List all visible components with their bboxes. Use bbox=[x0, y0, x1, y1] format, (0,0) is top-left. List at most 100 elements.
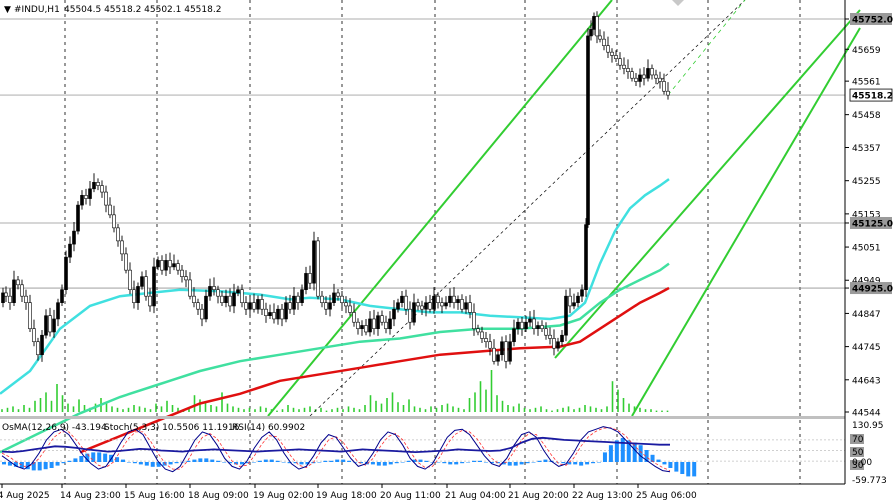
osma-bar bbox=[132, 462, 137, 464]
osma-bar bbox=[198, 458, 203, 462]
channel-midline[interactable] bbox=[309, 0, 746, 417]
candle-body bbox=[40, 334, 44, 356]
candle-body bbox=[216, 289, 220, 297]
osma-bar bbox=[73, 458, 78, 462]
osma-bar bbox=[537, 460, 542, 462]
osma-bar bbox=[430, 462, 435, 463]
candle-body bbox=[56, 302, 60, 320]
candle-body bbox=[152, 266, 156, 307]
candle-body bbox=[388, 318, 392, 330]
symbol-dropdown-arrow[interactable]: ▼ bbox=[4, 5, 11, 15]
osma-bar bbox=[585, 462, 590, 465]
osma-bar bbox=[460, 462, 465, 464]
candle-body bbox=[124, 253, 128, 271]
candle-body bbox=[372, 318, 376, 330]
rsi-line bbox=[1, 436, 670, 454]
candle-body bbox=[332, 292, 336, 303]
indicator-tick-label: 70 bbox=[852, 435, 864, 445]
price-pane[interactable] bbox=[0, 0, 861, 484]
osma-bar bbox=[228, 462, 233, 464]
indicator-pane[interactable] bbox=[0, 426, 845, 477]
candle-body bbox=[320, 295, 324, 303]
pane-separator[interactable] bbox=[0, 416, 845, 419]
osma-bar bbox=[2, 462, 6, 465]
osma-bar bbox=[234, 462, 239, 465]
osma-bar bbox=[186, 460, 191, 462]
candle-body bbox=[256, 299, 260, 310]
price-level-box bbox=[850, 282, 892, 295]
candle-body bbox=[244, 302, 248, 310]
time-tick-label: 25 Aug 06:00 bbox=[636, 491, 697, 501]
price-axis[interactable]: 45752.0 45659 45561 45458 45357 45255 45153451… bbox=[845, 13, 893, 419]
candle-body bbox=[300, 289, 304, 303]
osma-bar bbox=[448, 462, 453, 465]
volume-histogram bbox=[1, 370, 669, 412]
candle-body bbox=[80, 195, 84, 206]
time-tick-label: 14 Aug 23:00 bbox=[60, 491, 121, 501]
candle-body bbox=[492, 347, 496, 362]
candle-body bbox=[288, 302, 292, 310]
price-tick-label: 45659 bbox=[852, 46, 881, 56]
osma-bar bbox=[103, 453, 108, 462]
price-tick-label: 45752.0 bbox=[852, 16, 893, 26]
candlestick-series bbox=[1, 11, 670, 369]
candle-body bbox=[552, 338, 556, 349]
candle-body bbox=[536, 325, 540, 330]
time-tick-label: 15 Aug 16:00 bbox=[124, 491, 185, 501]
osma-bar bbox=[150, 462, 155, 467]
osma-bar bbox=[472, 460, 477, 462]
osma-bar bbox=[531, 462, 536, 463]
current-price-label: 45518.2 bbox=[852, 92, 893, 102]
price-tick-label: 45458 bbox=[852, 111, 881, 121]
indicator-axis[interactable]: 130.95 70 50 300.00 -59.773 bbox=[850, 421, 887, 486]
candle-body bbox=[424, 302, 428, 310]
time-tick-label: 14 Aug 2025 bbox=[0, 491, 50, 501]
osma-histogram bbox=[2, 438, 697, 477]
chart-shift-marker-icon[interactable] bbox=[672, 0, 684, 6]
osma-bar bbox=[204, 458, 209, 462]
candle-body bbox=[520, 321, 524, 330]
osma-bar bbox=[7, 462, 12, 466]
time-tick-label: 19 Aug 02:00 bbox=[253, 491, 314, 501]
osma-bar bbox=[424, 460, 429, 462]
osma-bar bbox=[412, 459, 417, 462]
osma-bar bbox=[305, 462, 310, 465]
candle-body bbox=[452, 295, 456, 303]
candle-body bbox=[412, 302, 416, 323]
candle-body bbox=[12, 279, 16, 303]
candle-body bbox=[556, 341, 560, 349]
candle-body bbox=[340, 295, 344, 303]
candle-body bbox=[658, 77, 662, 82]
candle-body bbox=[642, 74, 646, 79]
candle-body bbox=[236, 289, 240, 294]
candle-body bbox=[232, 292, 236, 307]
candle-body bbox=[404, 295, 408, 310]
osma-bar bbox=[192, 459, 197, 462]
price-tick-label: 44745 bbox=[852, 343, 881, 353]
candle-body bbox=[328, 302, 332, 310]
candle-body bbox=[532, 318, 536, 330]
candle-body bbox=[144, 276, 148, 297]
osma-bar bbox=[257, 460, 262, 462]
channel-line[interactable] bbox=[631, 27, 861, 417]
candle-body bbox=[264, 308, 268, 317]
price-tick-label: 45051 bbox=[852, 244, 881, 254]
time-tick-label: 21 Aug 20:00 bbox=[508, 491, 569, 501]
current-price-box bbox=[849, 88, 893, 102]
candle-body bbox=[472, 312, 476, 330]
candle-body bbox=[662, 81, 666, 92]
candle-body bbox=[618, 58, 622, 66]
candle-body bbox=[180, 269, 184, 277]
candle-body bbox=[448, 295, 452, 303]
candle-body bbox=[272, 312, 276, 320]
candle-body bbox=[528, 318, 532, 323]
indicator-tick-label: -59.773 bbox=[852, 476, 887, 486]
osma-bar bbox=[406, 460, 411, 462]
candle-body bbox=[626, 68, 630, 73]
candle-body bbox=[508, 341, 512, 362]
osma-bar bbox=[19, 462, 24, 468]
candle-body bbox=[420, 305, 424, 310]
candle-body bbox=[456, 299, 460, 303]
